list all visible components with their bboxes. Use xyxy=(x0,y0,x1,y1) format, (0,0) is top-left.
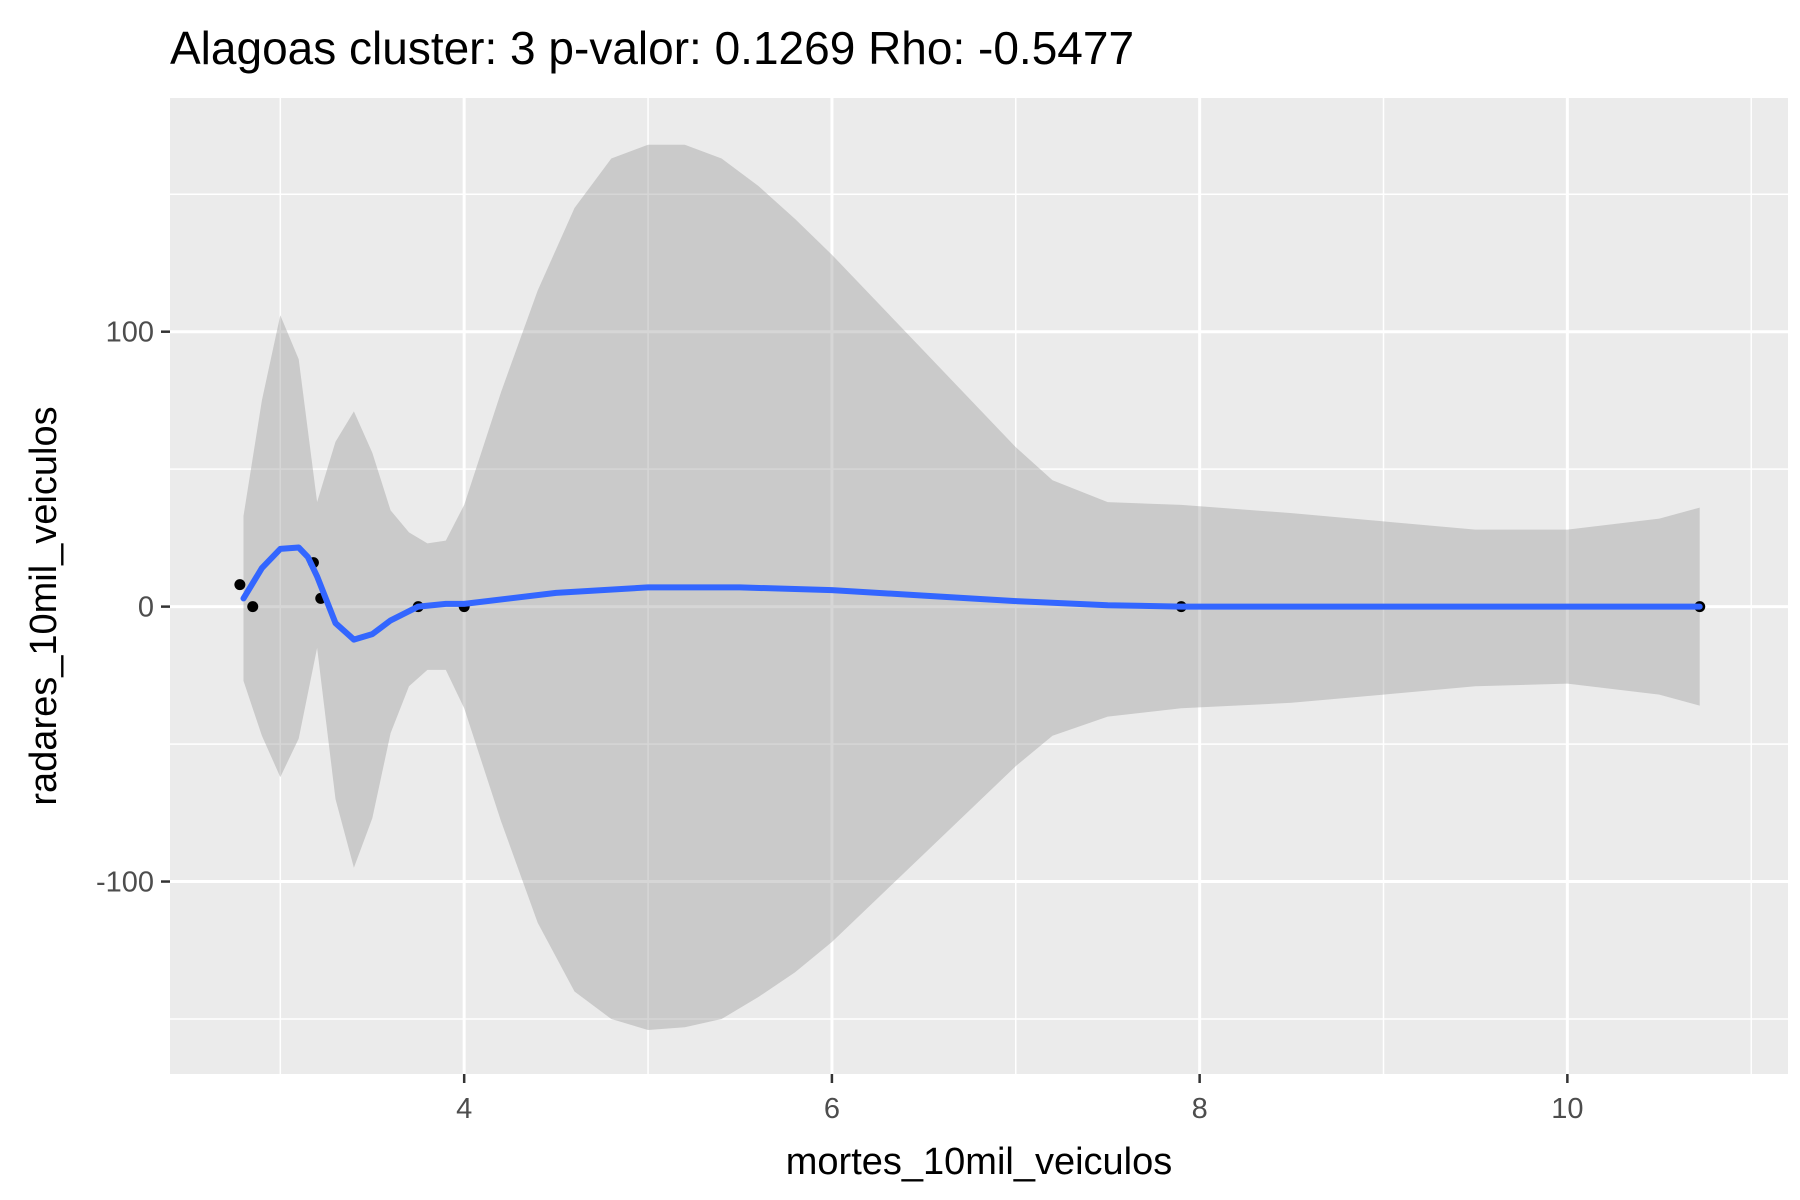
plot-panel xyxy=(170,98,1788,1074)
x-axis: 4 6 8 10 xyxy=(456,1074,1583,1125)
data-point xyxy=(234,579,246,591)
data-point xyxy=(247,601,259,613)
y-tick-label: 100 xyxy=(106,317,154,349)
x-tick-label: 10 xyxy=(1551,1093,1583,1125)
y-tick-label: -100 xyxy=(96,867,154,899)
confidence-band xyxy=(243,144,1700,1030)
x-tick-label: 4 xyxy=(456,1093,472,1125)
x-tick-label: 6 xyxy=(824,1093,840,1125)
y-axis-title: radares_10mil_veiculos xyxy=(23,406,65,805)
chart-title: Alagoas cluster: 3 p-valor: 0.1269 Rho: … xyxy=(170,22,1134,74)
y-tick-label: 0 xyxy=(138,592,154,624)
smooth-line xyxy=(240,544,1703,643)
x-axis-title: mortes_10mil_veiculos xyxy=(786,1141,1173,1183)
x-tick-label: 8 xyxy=(1192,1093,1208,1125)
major-gridlines xyxy=(170,98,1788,1074)
y-axis: -100 0 100 xyxy=(96,317,170,899)
